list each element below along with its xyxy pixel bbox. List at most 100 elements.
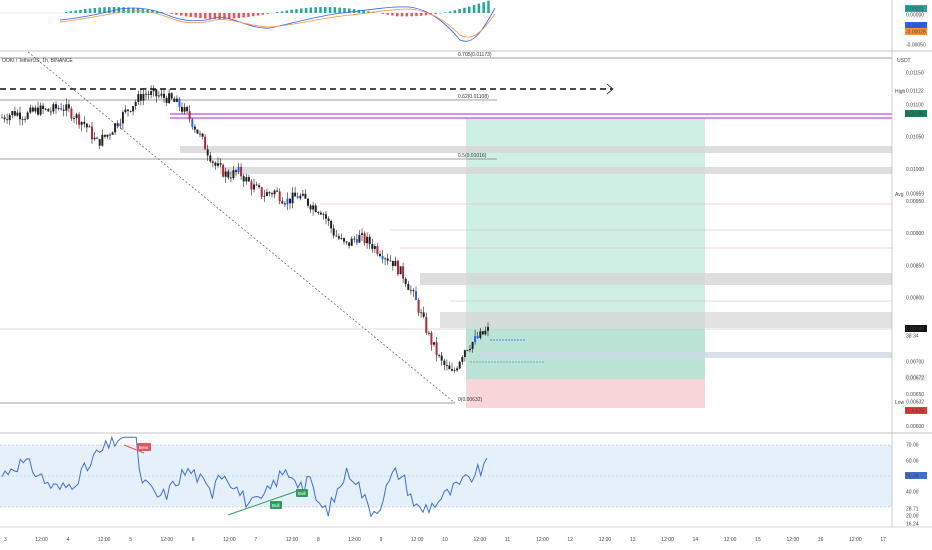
- candle-body: [438, 355, 441, 356]
- candle-body: [222, 164, 225, 177]
- candle-body: [219, 163, 222, 165]
- candle-body: [353, 238, 356, 240]
- candle-body: [271, 193, 273, 195]
- candle-body: [461, 357, 464, 362]
- candle-body: [469, 348, 471, 350]
- candle-body: [229, 177, 232, 179]
- macd-bar: [218, 13, 221, 19]
- macd-bar: [160, 12, 164, 13]
- candle-body: [134, 102, 137, 107]
- candle-body: [384, 258, 387, 260]
- price-tick: 0.00850: [906, 263, 924, 269]
- macd-bar: [146, 9, 149, 13]
- candle-body: [168, 93, 171, 103]
- candle-body: [484, 330, 487, 335]
- price-axis[interactable]: 0.011500.011000.010500.010000.009500.009…: [895, 70, 927, 430]
- candle-body: [165, 97, 168, 103]
- candle-body: [325, 214, 327, 219]
- time-tick: 17: [880, 537, 886, 543]
- time-tick: 11: [505, 537, 510, 543]
- time-tick: 4: [67, 537, 70, 543]
- price-badge-value: 0.00749: [906, 327, 924, 333]
- time-tick: 9: [380, 537, 383, 543]
- candle-body: [206, 149, 209, 156]
- price-badge-value: 0.00672: [906, 376, 924, 382]
- candle-body: [196, 129, 199, 134]
- candle-body: [199, 133, 201, 135]
- macd-bar: [194, 13, 197, 18]
- time-tick: 5: [129, 537, 132, 543]
- candle-body: [70, 108, 73, 119]
- candle-body: [106, 134, 109, 137]
- candle-body: [348, 242, 351, 246]
- macd-bar: [290, 9, 293, 13]
- macd-bar: [180, 13, 183, 16]
- candle-body: [366, 236, 369, 244]
- candle-body: [476, 336, 479, 338]
- rsi-tick: 70.00: [906, 443, 919, 449]
- candle-body: [240, 166, 243, 177]
- time-tick: 12:00: [474, 537, 487, 543]
- macd-tick: 0.00011: [906, 7, 924, 13]
- candle-body: [314, 205, 317, 212]
- candle-body: [98, 139, 101, 146]
- candle-body: [361, 233, 363, 235]
- macd-bar: [386, 13, 389, 15]
- rsi-badge: [905, 472, 927, 479]
- candle-body: [404, 278, 407, 285]
- candle-body: [201, 133, 204, 137]
- time-tick: 12: [567, 537, 573, 543]
- macd-bar: [256, 13, 260, 16]
- candle-body: [80, 121, 83, 125]
- candle-body: [294, 192, 297, 197]
- candle-body: [188, 111, 191, 120]
- rsi-tick: 55.34: [906, 474, 919, 480]
- macd-bar: [213, 13, 217, 19]
- price-badge: [905, 190, 927, 197]
- macd-bar: [156, 11, 159, 13]
- time-axis[interactable]: 3 12:00 4 12:00 5 12:00 6 12:00 7 12:00 8 12:00 9 12:…: [4, 537, 886, 543]
- candle-body: [479, 331, 482, 338]
- macd-bar: [381, 13, 385, 14]
- macd-bar: [276, 12, 279, 13]
- candle-body: [340, 238, 343, 239]
- candle-body: [345, 241, 348, 243]
- candle-body: [1, 117, 3, 119]
- macd-badge: [905, 22, 927, 29]
- macd-bar: [372, 12, 375, 13]
- macd-bar: [400, 13, 404, 17]
- macd-tick: -0.00028: [906, 30, 926, 36]
- candle-body: [96, 137, 99, 139]
- candle-body: [250, 181, 253, 190]
- time-tick: 8: [317, 537, 320, 543]
- candle-body: [214, 162, 217, 166]
- macd-bar: [367, 11, 370, 13]
- candle-body: [181, 106, 183, 112]
- candle-body: [327, 218, 330, 221]
- candle-body: [11, 111, 14, 116]
- macd-bar: [300, 8, 303, 13]
- zone-2: [220, 167, 892, 174]
- candle-body: [394, 260, 397, 267]
- candle-body: [281, 201, 284, 204]
- macd-bar: [482, 2, 485, 14]
- candle-body: [73, 118, 75, 119]
- rsi-pane: Bear Bull Bull: [0, 435, 892, 518]
- candle-body: [397, 260, 399, 275]
- candle-body: [114, 123, 117, 133]
- candle-body: [75, 114, 78, 119]
- candle-body: [399, 266, 402, 275]
- candle-body: [247, 177, 250, 182]
- candle-body: [62, 109, 65, 111]
- macd-bar: [74, 10, 77, 13]
- price-tick: 0.00950: [906, 199, 924, 205]
- candle-body: [283, 203, 286, 205]
- candle-body: [103, 134, 106, 137]
- candle-body: [157, 95, 160, 97]
- time-tick: 15: [755, 537, 761, 543]
- candle-body: [29, 107, 32, 113]
- candle-body: [273, 190, 276, 195]
- price-tick: 0.00600: [906, 424, 924, 430]
